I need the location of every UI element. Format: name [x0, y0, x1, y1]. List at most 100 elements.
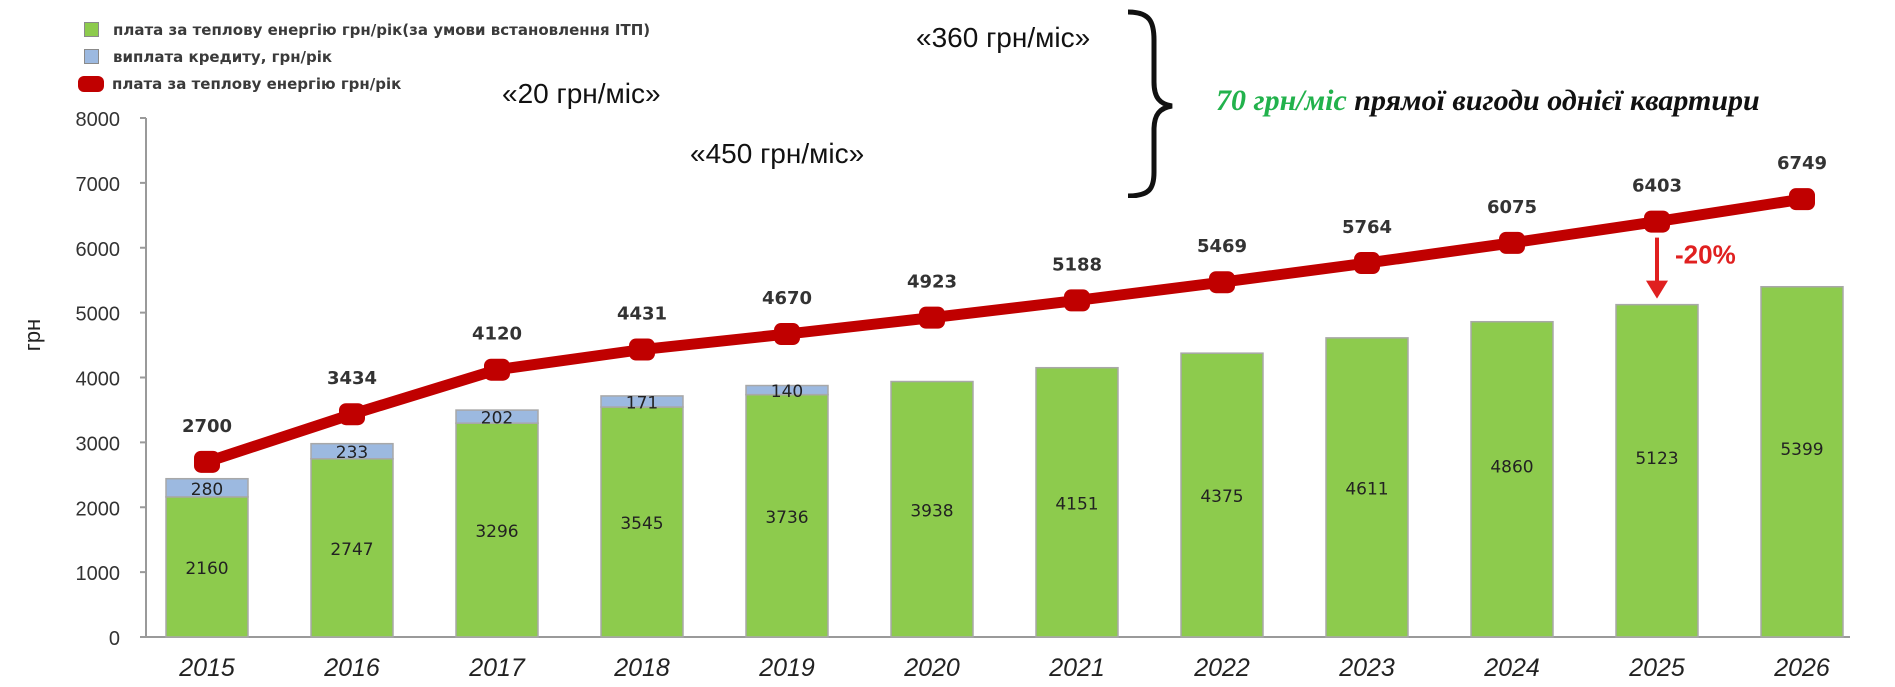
- y-tick-label: 2000: [76, 498, 121, 520]
- bar-heat-itp: [165, 496, 249, 638]
- x-tick-label: 2023: [1338, 654, 1395, 682]
- bar-loan-label: 280: [191, 480, 223, 500]
- curly-brace-icon: [1127, 9, 1173, 198]
- reduction-arrowhead-icon: [1646, 280, 1668, 299]
- annotation-20: «20 грн/міс»: [498, 78, 665, 110]
- bar-heat-itp: [310, 458, 394, 638]
- x-tick-label: 2022: [1193, 654, 1250, 682]
- line-point-label: 4923: [907, 272, 957, 293]
- bar-loan-label: 140: [771, 382, 803, 402]
- line-point-label: 5469: [1197, 236, 1247, 257]
- line-point: [919, 306, 945, 329]
- line-point: [484, 358, 510, 381]
- benefit-caption: 70 грн/міс прямої вигоди однієї квартири: [1216, 84, 1760, 118]
- annotation-450: «450 грн/міс»: [690, 138, 865, 169]
- y-tick-label: 1000: [76, 563, 121, 585]
- legend-label-heat-itp: плата за теплову енергію грн/рік(за умов…: [113, 20, 651, 39]
- bar-loan-label: 233: [336, 443, 368, 463]
- bar-loan: [165, 477, 249, 498]
- bar-heat-itp: [1325, 337, 1409, 638]
- line-point: [1789, 188, 1815, 211]
- benefit-amount: 70 грн/міс: [1216, 84, 1347, 117]
- line-point: [774, 323, 800, 346]
- bar-loan: [310, 442, 394, 460]
- bar-heat-itp-label: 4151: [1055, 494, 1098, 514]
- legend-item-heat-itp: плата за теплову енергію грн/рік(за умов…: [84, 16, 650, 43]
- bar-heat-itp-label: 4611: [1345, 479, 1388, 499]
- line-point-label: 6075: [1487, 197, 1537, 218]
- bar-loan-label: 202: [481, 409, 513, 429]
- y-tick-label: 8000: [76, 109, 121, 131]
- x-tick-label: 2017: [468, 654, 526, 682]
- y-tick-label: 7000: [76, 174, 121, 196]
- line-point: [1644, 210, 1670, 233]
- bar-heat-itp-label: 4860: [1490, 457, 1533, 477]
- bar-heat-itp-label: 3736: [765, 508, 808, 528]
- y-tick-label: 5000: [76, 304, 121, 326]
- y-tick-label: 4000: [76, 369, 121, 391]
- y-tick-label: 3000: [76, 433, 121, 455]
- bar-heat-itp: [455, 422, 539, 638]
- y-axis-label: грн: [20, 319, 45, 351]
- line-point-label: 3434: [327, 368, 377, 389]
- legend-item-loan: виплата кредиту, грн/рік: [84, 43, 650, 70]
- line-point-label: 4670: [762, 288, 812, 309]
- line-point-label: 4431: [617, 304, 667, 325]
- line-point-label: 4120: [472, 324, 522, 345]
- line-point-label: 5188: [1052, 254, 1102, 275]
- bar-loan: [745, 384, 829, 396]
- line-point: [1064, 289, 1090, 312]
- x-tick-label: 2018: [613, 654, 670, 682]
- line-heat-total: [205, 193, 1803, 468]
- bar-heat-itp-label: 5123: [1635, 449, 1678, 469]
- legend-swatch-blue: [84, 49, 99, 64]
- x-tick-label: 2021: [1048, 654, 1105, 682]
- line-point-label: 6749: [1777, 153, 1827, 174]
- line-point-label: 5764: [1342, 217, 1392, 238]
- bar-heat-itp: [1180, 352, 1264, 638]
- bar-heat-itp-label: 3296: [475, 522, 518, 542]
- bar-heat-itp: [745, 393, 829, 638]
- bar-heat-itp-label: 2160: [185, 559, 228, 579]
- y-tick-label: 0: [109, 628, 120, 650]
- line-point: [1209, 271, 1235, 294]
- benefit-text: прямої вигоди однієї квартири: [1354, 84, 1760, 117]
- x-tick-label: 2024: [1483, 654, 1540, 682]
- bar-heat-itp-label: 4375: [1200, 487, 1243, 507]
- legend: плата за теплову енергію грн/рік(за умов…: [78, 16, 650, 97]
- bar-heat-itp-label: 5399: [1780, 440, 1823, 460]
- line-point: [1499, 231, 1525, 254]
- x-tick-label: 2026: [1773, 654, 1830, 682]
- legend-label-heat-total: плата за теплову енергію грн/рік: [112, 74, 402, 93]
- line-point: [629, 338, 655, 361]
- bar-heat-itp: [1470, 320, 1554, 638]
- bar-loan-label: 171: [626, 393, 658, 413]
- bar-heat-itp-label: 2747: [330, 540, 373, 560]
- reduction-label: -20%: [1675, 240, 1736, 270]
- line-point: [1354, 252, 1380, 275]
- y-tick-label: 6000: [76, 239, 121, 261]
- line-point-label: 6403: [1632, 176, 1682, 197]
- legend-item-heat-total: плата за теплову енергію грн/рік: [78, 70, 650, 97]
- x-tick-label: 2019: [758, 654, 815, 682]
- x-tick-label: 2016: [323, 654, 380, 682]
- annotation-360: «360 грн/міс»: [916, 22, 1091, 53]
- x-tick-label: 2025: [1628, 654, 1685, 682]
- bar-loan: [600, 395, 684, 408]
- line-point: [194, 450, 220, 473]
- x-tick-label: 2015: [178, 654, 235, 682]
- bar-heat-itp-label: 3545: [620, 514, 663, 534]
- legend-label-loan: виплата кредиту, грн/рік: [113, 47, 333, 66]
- bar-heat-itp-label: 3938: [910, 501, 953, 521]
- line-point-label: 2700: [182, 416, 232, 437]
- legend-swatch-green: [84, 22, 99, 37]
- bar-heat-itp: [600, 406, 684, 638]
- bar-heat-itp: [890, 380, 974, 638]
- legend-swatch-red-line: [78, 75, 104, 92]
- bar-heat-itp: [1760, 285, 1844, 638]
- bar-loan: [455, 409, 539, 424]
- line-point: [339, 403, 365, 426]
- x-tick-label: 2020: [903, 654, 960, 682]
- bar-heat-itp: [1035, 366, 1119, 638]
